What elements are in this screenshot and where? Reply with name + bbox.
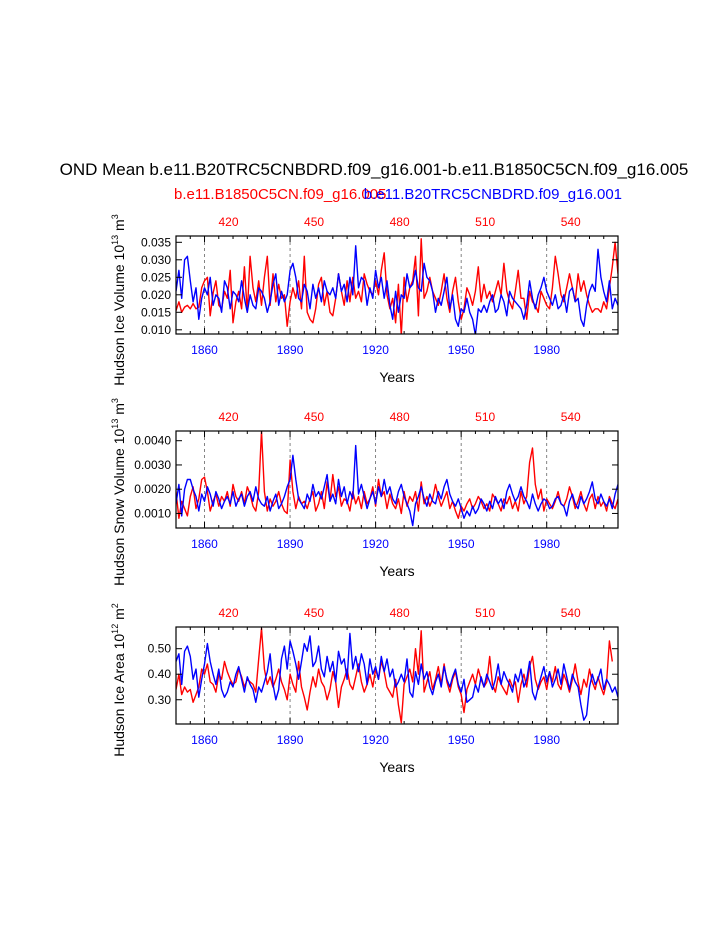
hist-series-line xyxy=(176,632,618,721)
y-axis-label-part: 13 xyxy=(110,419,120,429)
x-top-tick-label: 480 xyxy=(390,215,410,229)
x-tick-label: 1860 xyxy=(191,343,218,357)
ctrl-series-line xyxy=(176,431,618,519)
y-axis-label-part: 3 xyxy=(110,398,120,403)
x-top-tick-label: 540 xyxy=(561,410,581,424)
legend-hist-label: b.e11.B20TRC5CNBDRD.f09_g16.001 xyxy=(364,186,622,203)
hist-series-line xyxy=(176,444,618,527)
x-tick-label: 1890 xyxy=(277,537,304,551)
y-axis-label: Hudson Snow Volume 1013 m3 xyxy=(110,398,127,586)
y-axis-label-part: Hudson Snow Volume 10 xyxy=(111,428,127,585)
x-tick-label: 1980 xyxy=(533,537,560,551)
y-tick-label: 0.025 xyxy=(141,270,171,284)
hist-series-line xyxy=(176,245,618,334)
x-tick-label: 1890 xyxy=(277,343,304,357)
y-axis-label: Hudson Ice Volume 1013 m3 xyxy=(110,214,127,385)
y-axis-label-part: 12 xyxy=(110,624,120,634)
x-top-tick-label: 480 xyxy=(390,410,410,424)
x-top-tick-label: 510 xyxy=(475,215,495,229)
y-tick-label: 0.035 xyxy=(141,235,171,249)
x-top-tick-label: 450 xyxy=(304,215,324,229)
x-top-tick-label: 540 xyxy=(561,606,581,620)
x-top-tick-label: 420 xyxy=(219,410,239,424)
x-tick-label: 1980 xyxy=(533,733,560,747)
y-axis-label-part: m xyxy=(111,403,127,419)
y-axis-label-part: 13 xyxy=(110,235,120,245)
y-tick-label: 0.0040 xyxy=(134,434,171,448)
panel-2: 1860 1890 1920 1950 1980 420 450 480 510 540 0.001… xyxy=(110,398,619,586)
y-tick-label: 0.0030 xyxy=(134,458,171,472)
x-top-tick-label: 450 xyxy=(304,410,324,424)
x-top-tick-label: 510 xyxy=(475,606,495,620)
legend-ctrl-label: b.e11.B1850C5CN.f09_g16.005 xyxy=(174,186,386,203)
plot-frame xyxy=(175,235,619,335)
y-tick-label: 0.0020 xyxy=(134,482,171,496)
x-tick-label: 1860 xyxy=(191,733,218,747)
x-tick-label: 1950 xyxy=(448,343,475,357)
x-axis-label: Years xyxy=(379,563,414,579)
y-axis-label-part: Hudson Ice Area 10 xyxy=(111,634,127,757)
y-axis-label-part: m xyxy=(111,608,127,624)
y-axis-label-part: 2 xyxy=(110,603,120,608)
x-tick-label: 1980 xyxy=(533,343,560,357)
x-tick-label: 1890 xyxy=(277,733,304,747)
x-axis-label: Years xyxy=(379,759,414,775)
y-tick-label: 0.020 xyxy=(141,288,171,302)
panel-3: 1860 1890 1920 1950 1980 420 450 480 510 540 0.30 0… xyxy=(110,603,619,775)
panel-1: 1860 1890 1920 1950 1980 420 450 480 510 540 0.010… xyxy=(110,214,619,386)
y-axis-label-part: 3 xyxy=(110,214,120,219)
x-tick-label: 1920 xyxy=(362,537,389,551)
y-tick-label: 0.010 xyxy=(141,323,171,337)
y-tick-label: 0.030 xyxy=(141,253,171,267)
x-top-tick-label: 420 xyxy=(219,215,239,229)
y-tick-label: 0.50 xyxy=(148,642,172,656)
x-top-tick-label: 450 xyxy=(304,606,324,620)
y-axis-label: Hudson Ice Area 1012 m2 xyxy=(110,603,127,757)
y-tick-label: 0.30 xyxy=(148,693,172,707)
x-top-tick-label: 510 xyxy=(475,410,495,424)
plot-frame xyxy=(175,626,619,725)
x-tick-label: 1950 xyxy=(448,733,475,747)
x-tick-label: 1860 xyxy=(191,537,218,551)
plot-frame xyxy=(175,430,619,529)
x-axis-label: Years xyxy=(379,369,414,385)
x-tick-label: 1920 xyxy=(362,733,389,747)
y-axis-label-part: Hudson Ice Volume 10 xyxy=(111,245,127,386)
x-top-tick-label: 540 xyxy=(561,215,581,229)
x-tick-label: 1950 xyxy=(448,537,475,551)
y-tick-label: 0.40 xyxy=(148,667,172,681)
x-top-tick-label: 420 xyxy=(219,606,239,620)
y-tick-label: 0.015 xyxy=(141,305,171,319)
y-tick-label: 0.0010 xyxy=(134,506,171,520)
x-tick-label: 1920 xyxy=(362,343,389,357)
chart-title: OND Mean b.e11.B20TRC5CNBDRD.f09_g16.001… xyxy=(60,160,689,179)
y-axis-label-part: m xyxy=(111,219,127,235)
x-top-tick-label: 480 xyxy=(390,606,410,620)
